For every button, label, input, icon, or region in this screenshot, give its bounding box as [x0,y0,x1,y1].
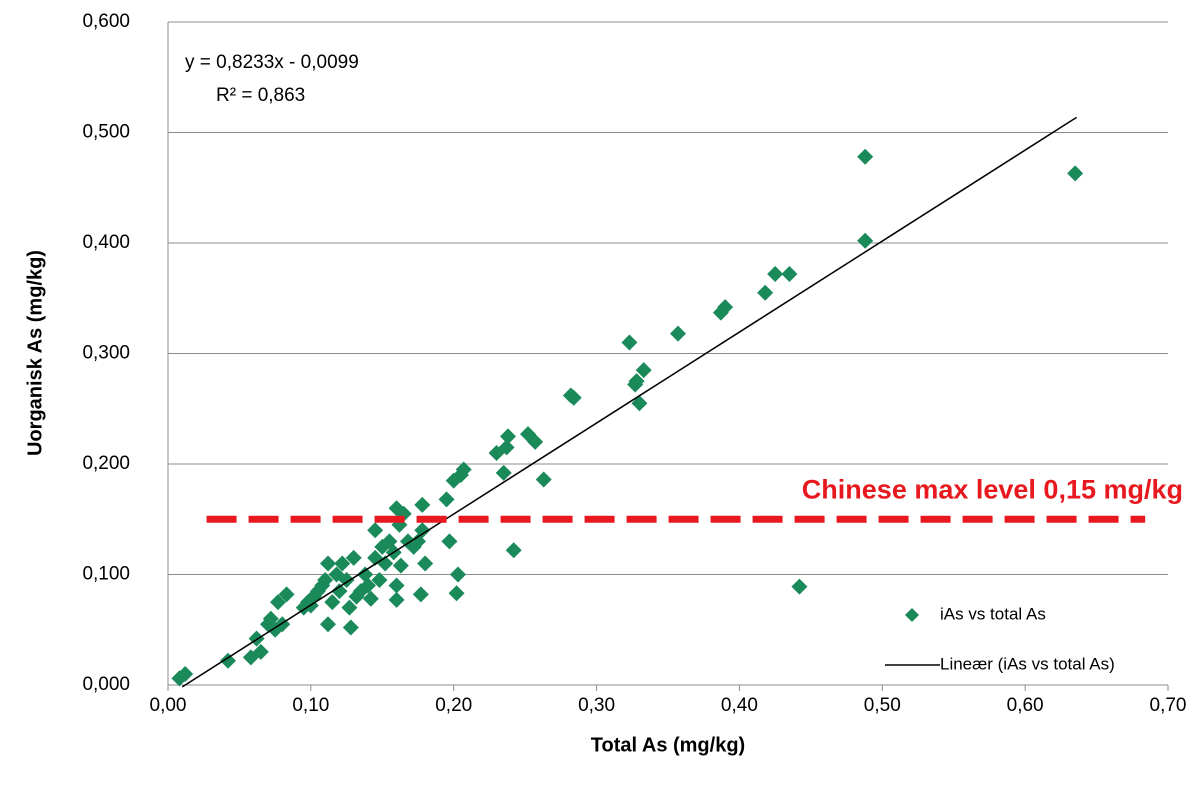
point [414,522,431,539]
point [635,362,652,379]
point [498,439,515,456]
point [455,461,472,478]
y-tick-label: 0,100 [82,564,130,585]
legend-label: iAs vs total As [940,604,1046,623]
point [367,522,384,539]
x-tick-label: 0,00 [150,695,187,716]
y-axis-title: Uorganisk As (mg/kg) [24,250,46,456]
point [412,586,429,603]
point [535,471,552,488]
equation: y = 0,8233x - 0,0099 [185,52,359,73]
x-tick-label: 0,40 [721,695,758,716]
x-tick-label: 0,10 [292,695,329,716]
point [527,433,544,450]
point [278,586,295,603]
point [500,428,516,445]
point [757,284,774,301]
point [448,585,465,602]
x-tick-label: 0,60 [1007,695,1044,716]
point [388,591,405,608]
point [342,619,359,636]
point [495,464,512,481]
point [621,334,638,351]
point [177,665,194,682]
point [320,616,336,633]
point [392,557,409,574]
legend-label: Lineær (iAs vs total As) [940,654,1115,673]
point [362,590,379,607]
point [331,583,348,600]
point [371,572,388,589]
point [505,542,522,559]
x-tick-label: 0,50 [864,695,901,716]
y-tick-label: 0,000 [82,674,130,695]
x-tick-label: 0,20 [435,695,472,716]
point [857,232,874,249]
point [334,555,351,572]
point [252,643,269,660]
point [781,265,798,282]
point [357,566,374,583]
y-tick-label: 0,200 [82,453,130,474]
y-tick-label: 0,500 [82,122,130,143]
point [341,599,358,616]
reference-label: Chinese max level 0,15 mg/kg [802,474,1183,504]
point [360,577,376,594]
x-tick-label: 0,70 [1150,695,1187,716]
x-tick-label: 0,30 [578,695,615,716]
point [631,395,648,412]
point [670,325,686,342]
point [414,496,431,513]
r-squared: R² = 0,863 [216,85,305,106]
point [767,265,784,282]
trendline [181,116,1077,688]
y-tick-label: 0,400 [82,232,130,253]
point [345,549,362,566]
y-tick-label: 0,600 [82,11,130,32]
point [220,652,236,669]
point [438,491,455,508]
point [717,299,734,316]
point [441,533,458,550]
legend-marker [905,608,919,622]
point [565,389,582,406]
point [248,630,265,647]
y-tick-label: 0,300 [82,343,130,364]
point [450,566,466,583]
point [320,555,336,572]
point [317,572,334,589]
point [324,594,341,611]
point [628,373,645,390]
point [388,577,405,594]
x-axis-title: Total As (mg/kg) [591,734,745,756]
point [417,555,434,572]
point [1067,165,1084,182]
point [270,594,286,611]
point [857,148,874,165]
point [791,578,808,595]
